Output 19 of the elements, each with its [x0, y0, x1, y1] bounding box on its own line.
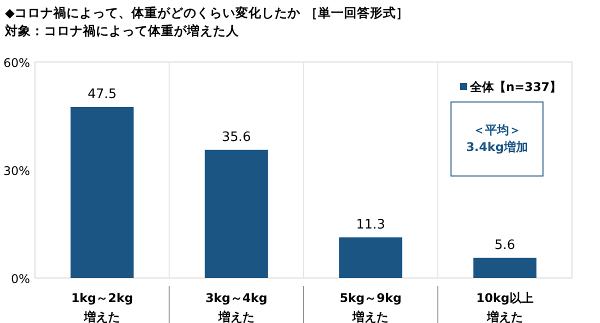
chart-subtitle: 対象：コロナ禍によって体重が増えた人: [4, 23, 240, 38]
data-label: 5.6: [494, 238, 516, 253]
y-tick-label: 0%: [10, 272, 30, 286]
bar: [70, 107, 134, 278]
chart-title: ◆コロナ禍によって、体重がどのくらい変化したか ［単一回答形式］: [5, 5, 409, 20]
x-tick-label: 3kg～4kg増えた: [205, 291, 268, 323]
data-label: 47.5: [88, 87, 117, 102]
x-tick-label: 10kg以上増えた: [476, 291, 534, 323]
y-tick-label: 60%: [3, 56, 30, 70]
x-tick-label: 5kg～9kg増えた: [340, 291, 402, 323]
bar: [204, 150, 268, 278]
data-label: 11.3: [356, 217, 386, 232]
bar: [339, 237, 402, 278]
x-tick-label: 1kg～2kg増えた: [71, 291, 134, 323]
annotation: ＜平均＞ 3.4kg増加: [466, 123, 528, 154]
y-tick-label: 30%: [3, 164, 30, 178]
bar: [473, 258, 536, 278]
legend-label: 全体【n=337】: [469, 80, 562, 94]
data-label: 35.6: [222, 130, 251, 145]
